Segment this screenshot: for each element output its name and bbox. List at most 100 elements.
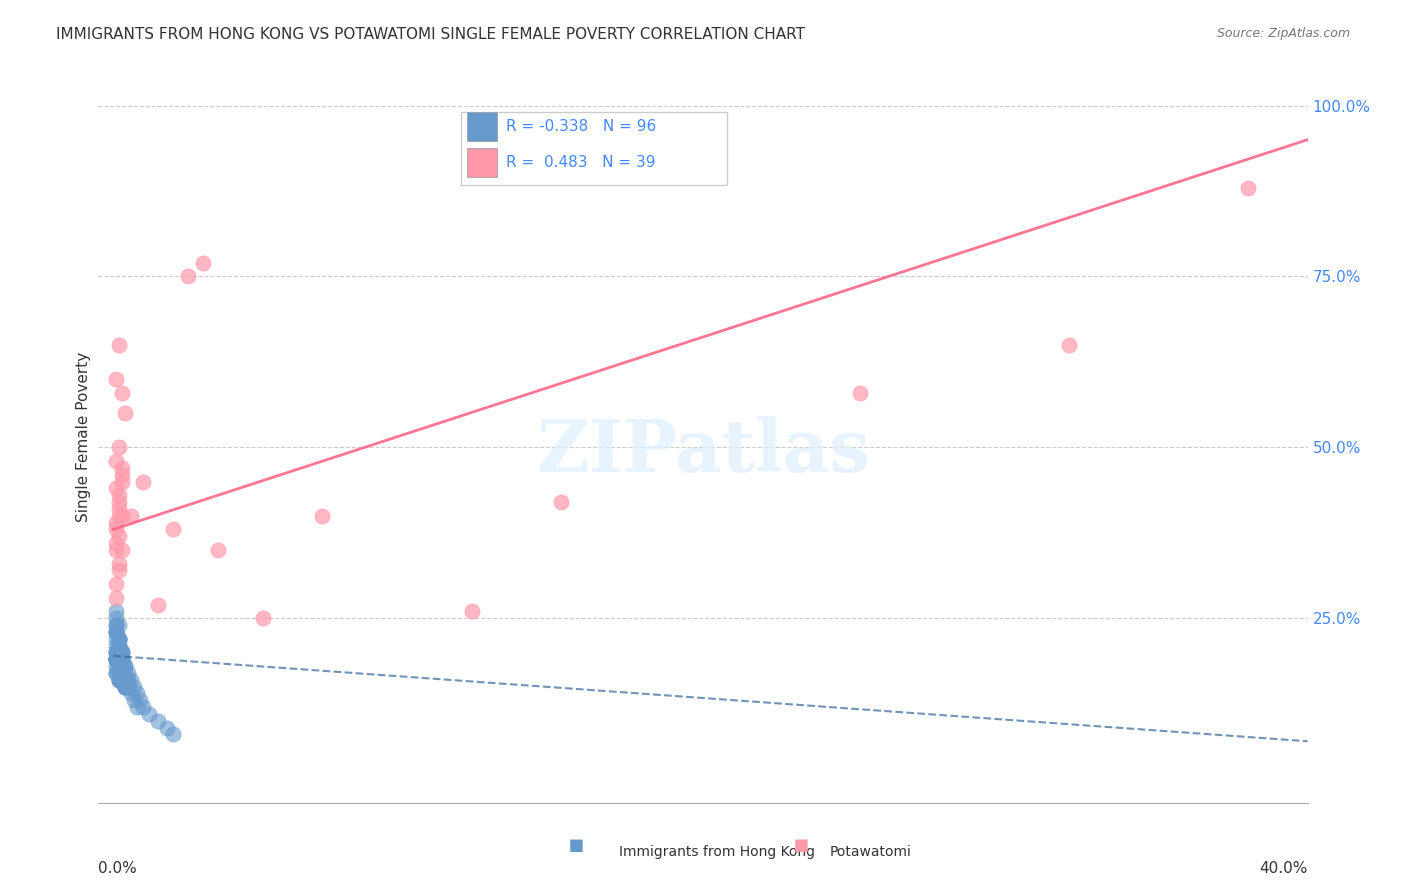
Point	[111, 475, 134, 489]
Point	[120, 508, 142, 523]
Point	[111, 652, 134, 666]
Point	[111, 652, 134, 666]
Point	[108, 618, 131, 632]
Point	[105, 618, 128, 632]
Point	[111, 508, 134, 523]
Point	[114, 665, 136, 680]
Point	[114, 680, 136, 694]
Point	[111, 645, 134, 659]
Point	[117, 665, 139, 680]
Point	[114, 680, 136, 694]
Point	[1237, 180, 1260, 194]
Point	[108, 659, 131, 673]
Point	[108, 501, 131, 516]
Point	[127, 686, 149, 700]
Point	[111, 673, 134, 687]
Point	[114, 406, 136, 420]
Point	[105, 652, 128, 666]
Point	[108, 338, 131, 352]
Point	[111, 542, 134, 557]
Point	[105, 652, 128, 666]
Point	[111, 673, 134, 687]
Point	[120, 686, 142, 700]
Point	[108, 563, 131, 577]
Point	[111, 652, 134, 666]
Point	[108, 665, 131, 680]
Point	[111, 665, 134, 680]
Point	[111, 659, 134, 673]
Text: R =  0.483   N = 39: R = 0.483 N = 39	[506, 155, 655, 170]
Point	[120, 673, 142, 687]
Point	[108, 488, 131, 502]
Point	[105, 624, 128, 639]
Point	[105, 652, 128, 666]
Point	[848, 385, 870, 400]
Point	[108, 440, 131, 454]
Point	[105, 624, 128, 639]
Point	[177, 269, 200, 284]
Point	[114, 659, 136, 673]
Point	[108, 673, 131, 687]
Point	[105, 624, 128, 639]
Point	[105, 372, 128, 386]
Point	[108, 665, 131, 680]
FancyBboxPatch shape	[467, 112, 498, 141]
Point	[114, 680, 136, 694]
Point	[108, 659, 131, 673]
Point	[156, 721, 179, 735]
Text: ▪: ▪	[568, 833, 585, 857]
Point	[108, 665, 131, 680]
Text: Immigrants from Hong Kong: Immigrants from Hong Kong	[619, 845, 814, 859]
Point	[108, 645, 131, 659]
Point	[111, 645, 134, 659]
Point	[108, 659, 131, 673]
Point	[108, 639, 131, 653]
Point	[105, 577, 128, 591]
Point	[108, 632, 131, 646]
Point	[105, 611, 128, 625]
Point	[111, 460, 134, 475]
Point	[105, 659, 128, 673]
Point	[550, 495, 572, 509]
Point	[162, 522, 184, 536]
Y-axis label: Single Female Poverty: Single Female Poverty	[76, 352, 91, 522]
Text: ▪: ▪	[793, 833, 810, 857]
Point	[105, 591, 128, 605]
Point	[105, 645, 128, 659]
Point	[117, 673, 139, 687]
Point	[108, 639, 131, 653]
Text: Source: ZipAtlas.com: Source: ZipAtlas.com	[1216, 27, 1350, 40]
Point	[105, 632, 128, 646]
Point	[162, 727, 184, 741]
Point	[105, 516, 128, 530]
Point	[117, 680, 139, 694]
Point	[207, 542, 229, 557]
Point	[122, 680, 145, 694]
Point	[105, 652, 128, 666]
Point	[111, 665, 134, 680]
Point	[105, 645, 128, 659]
Point	[108, 639, 131, 653]
Point	[111, 652, 134, 666]
Point	[108, 659, 131, 673]
Point	[108, 557, 131, 571]
Point	[105, 652, 128, 666]
Point	[111, 659, 134, 673]
Point	[108, 673, 131, 687]
Point	[108, 659, 131, 673]
Point	[146, 598, 169, 612]
Point	[108, 508, 131, 523]
Point	[108, 645, 131, 659]
Point	[105, 645, 128, 659]
Point	[111, 467, 134, 482]
Point	[105, 639, 128, 653]
Text: ZIPatlas: ZIPatlas	[536, 417, 870, 487]
Point	[111, 385, 134, 400]
Point	[1057, 338, 1080, 352]
Point	[105, 652, 128, 666]
Point	[108, 632, 131, 646]
Point	[105, 454, 128, 468]
Point	[111, 665, 134, 680]
Point	[114, 673, 136, 687]
Point	[105, 604, 128, 618]
